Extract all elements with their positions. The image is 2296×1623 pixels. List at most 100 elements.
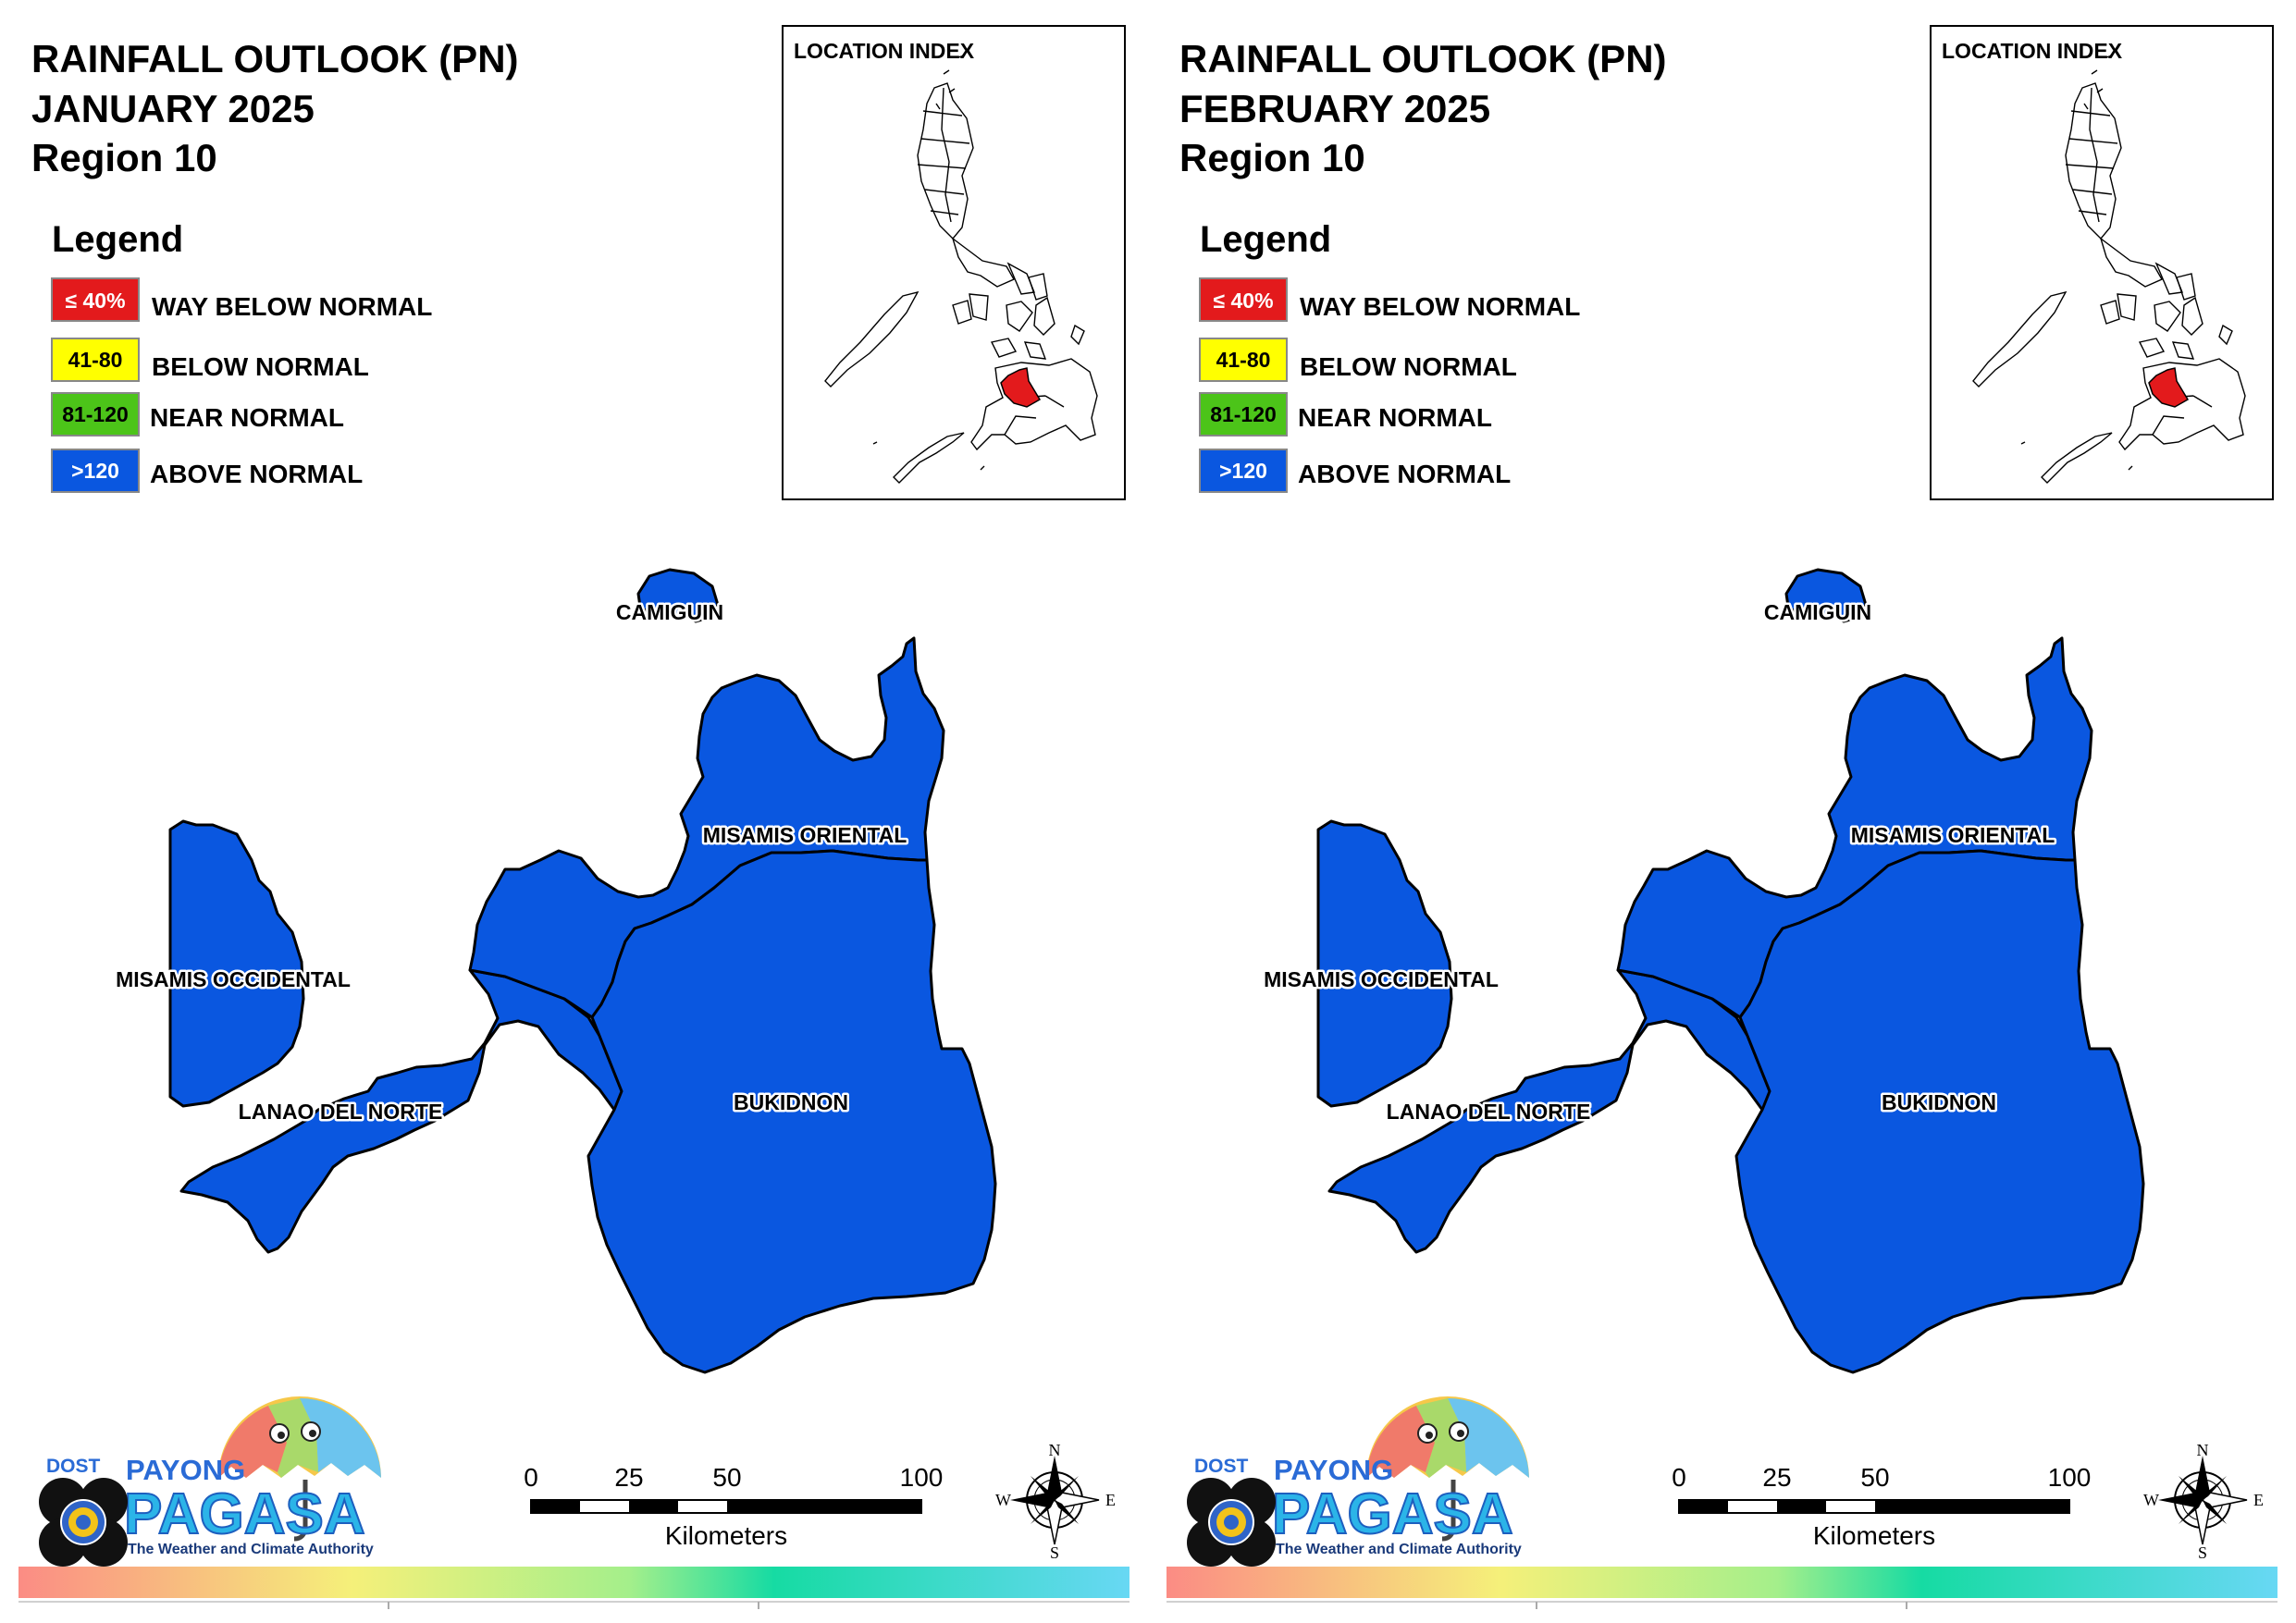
province-misamis-occidental <box>1316 819 1453 1108</box>
dost-emblem-icon <box>1187 1478 1276 1567</box>
label-camiguin: CAMIGUIN <box>616 600 723 624</box>
region-map <box>168 568 997 1374</box>
legend-code: ≤ 40% <box>1213 289 1273 313</box>
scale-tick-100: 100 <box>2048 1463 2092 1492</box>
footer-color-band <box>1167 1567 2277 1598</box>
legend-swatch <box>51 338 140 382</box>
legend-swatch <box>1199 392 1288 436</box>
compass-n: N <box>2197 1441 2209 1459</box>
legend-code: >120 <box>71 459 119 483</box>
legend-label: NEAR NORMAL <box>1298 403 1492 432</box>
province-labels: CAMIGUIN MISAMIS ORIENTAL MISAMIS OCCIDE… <box>114 598 909 1126</box>
compass-e: E <box>1105 1491 1116 1509</box>
legend-swatch <box>1199 338 1288 382</box>
label-misamis-occidental: MISAMIS OCCIDENTAL <box>1264 967 1499 991</box>
legend-label: WAY BELOW NORMAL <box>1300 292 1580 321</box>
label-misamis-occidental: MISAMIS OCCIDENTAL <box>116 967 351 991</box>
logo-dost: DOST <box>1194 1456 1249 1477</box>
label-bukidnon: BUKIDNON <box>1882 1090 1996 1114</box>
map-region: Region 10 <box>1179 136 1365 179</box>
label-lanao-del-norte: LANAO DEL NORTE <box>1387 1100 1591 1124</box>
legend-item-above-normal: >120 ABOVE NORMAL <box>51 449 363 493</box>
map-period: FEBRUARY 2025 <box>1179 87 1490 130</box>
map-title: RAINFALL OUTLOOK (PN) <box>1179 37 1667 80</box>
region-map <box>1316 568 2145 1374</box>
legend-item-above-normal: >120 ABOVE NORMAL <box>1199 449 1511 493</box>
legend-code: >120 <box>1219 459 1267 483</box>
pagasa-logo: DOST PAYONG PAGASA The Weather and Clima… <box>39 1396 381 1567</box>
label-bukidnon: BUKIDNON <box>734 1090 848 1114</box>
scale-bar: 0 25 50 100 Kilometers <box>1672 1463 2091 1550</box>
logo-pagasa: PAGASA <box>124 1482 365 1546</box>
compass-e: E <box>2253 1491 2264 1509</box>
compass-s: S <box>2198 1543 2207 1562</box>
region-10-highlight <box>1000 367 1042 408</box>
legend-code: 81-120 <box>1210 402 1277 426</box>
legend-item-below-normal: 41-80 BELOW NORMAL <box>1199 338 1517 382</box>
philippines-outline <box>1972 55 2246 484</box>
compass-rose-icon: N S E W <box>995 1441 1116 1562</box>
location-index-inset: LOCATION INDEX <box>1930 25 2274 500</box>
map-svg: RAINFALL OUTLOOK (PN) FEBRUARY 2025 Regi… <box>1167 25 2277 1609</box>
logo-dost: DOST <box>46 1456 101 1477</box>
logo-pagasa: PAGASA <box>1272 1482 1513 1546</box>
compass-s: S <box>1050 1543 1059 1562</box>
legend-label: ABOVE NORMAL <box>150 460 363 488</box>
province-bukidnon <box>586 849 997 1374</box>
legend-title: Legend <box>1200 219 1331 260</box>
map-svg: RAINFALL OUTLOOK (PN) JANUARY 2025 Regio… <box>19 25 1129 1609</box>
compass-rose-icon: N S E W <box>2143 1441 2264 1562</box>
scale-tick-0: 0 <box>524 1463 538 1492</box>
legend-label: ABOVE NORMAL <box>1298 460 1511 488</box>
province-misamis-occidental <box>168 819 305 1108</box>
legend-code: 41-80 <box>68 348 123 372</box>
legend-code: 81-120 <box>62 402 129 426</box>
legend-label: BELOW NORMAL <box>152 352 369 381</box>
scale-tick-25: 25 <box>1762 1463 1791 1492</box>
label-misamis-oriental: MISAMIS ORIENTAL <box>703 823 907 847</box>
label-lanao-del-norte: LANAO DEL NORTE <box>239 1100 443 1124</box>
legend-label: NEAR NORMAL <box>150 403 344 432</box>
legend-swatch <box>51 449 140 493</box>
legend-title: Legend <box>52 219 183 260</box>
philippines-outline <box>824 55 1098 484</box>
legend-item-near-normal: 81-120 NEAR NORMAL <box>51 392 344 436</box>
map-title: RAINFALL OUTLOOK (PN) <box>31 37 519 80</box>
legend-code: 41-80 <box>1216 348 1271 372</box>
province-bukidnon <box>1734 849 2145 1374</box>
logo-tagline: The Weather and Climate Authority <box>1276 1542 1522 1557</box>
compass-w: W <box>2143 1491 2159 1509</box>
legend-code: ≤ 40% <box>65 289 125 313</box>
map-period: JANUARY 2025 <box>31 87 315 130</box>
legend-swatch <box>1199 449 1288 493</box>
location-index-inset: LOCATION INDEX <box>782 25 1126 500</box>
legend: Legend ≤ 40% WAY BELOW NORMAL 41-80 BELO… <box>1199 219 1580 493</box>
dost-emblem-icon <box>39 1478 128 1567</box>
legend-item-near-normal: 81-120 NEAR NORMAL <box>1199 392 1492 436</box>
scale-tick-50: 50 <box>712 1463 741 1492</box>
legend-swatch <box>51 392 140 436</box>
scale-tick-100: 100 <box>900 1463 944 1492</box>
map-region: Region 10 <box>31 136 217 179</box>
legend-item-way-below-normal: ≤ 40% WAY BELOW NORMAL <box>51 277 432 322</box>
legend-item-below-normal: 41-80 BELOW NORMAL <box>51 338 369 382</box>
legend: Legend ≤ 40% WAY BELOW NORMAL 41-80 BELO… <box>51 219 432 493</box>
legend-label: WAY BELOW NORMAL <box>152 292 432 321</box>
province-labels: CAMIGUIN MISAMIS ORIENTAL MISAMIS OCCIDE… <box>1262 598 2057 1126</box>
label-misamis-oriental: MISAMIS ORIENTAL <box>1851 823 2055 847</box>
location-index-title: LOCATION INDEX <box>794 39 975 63</box>
location-index-title: LOCATION INDEX <box>1942 39 2123 63</box>
province-camiguin <box>636 568 720 623</box>
outlook-panel-january: RAINFALL OUTLOOK (PN) JANUARY 2025 Regio… <box>19 25 1129 1609</box>
outlook-panel-february: RAINFALL OUTLOOK (PN) FEBRUARY 2025 Regi… <box>1148 0 2296 1623</box>
legend-swatch <box>51 277 140 322</box>
label-camiguin: CAMIGUIN <box>1764 600 1871 624</box>
legend-swatch <box>1199 277 1288 322</box>
compass-w: W <box>995 1491 1011 1509</box>
scale-unit: Kilometers <box>1813 1521 1935 1550</box>
scale-tick-25: 25 <box>614 1463 643 1492</box>
scale-bar: 0 25 50 100 Kilometers <box>524 1463 943 1550</box>
scale-unit: Kilometers <box>665 1521 787 1550</box>
pagasa-logo: DOST PAYONG PAGASA The Weather and Clima… <box>1187 1396 1529 1567</box>
logo-payong: PAYONG <box>1274 1454 1393 1486</box>
